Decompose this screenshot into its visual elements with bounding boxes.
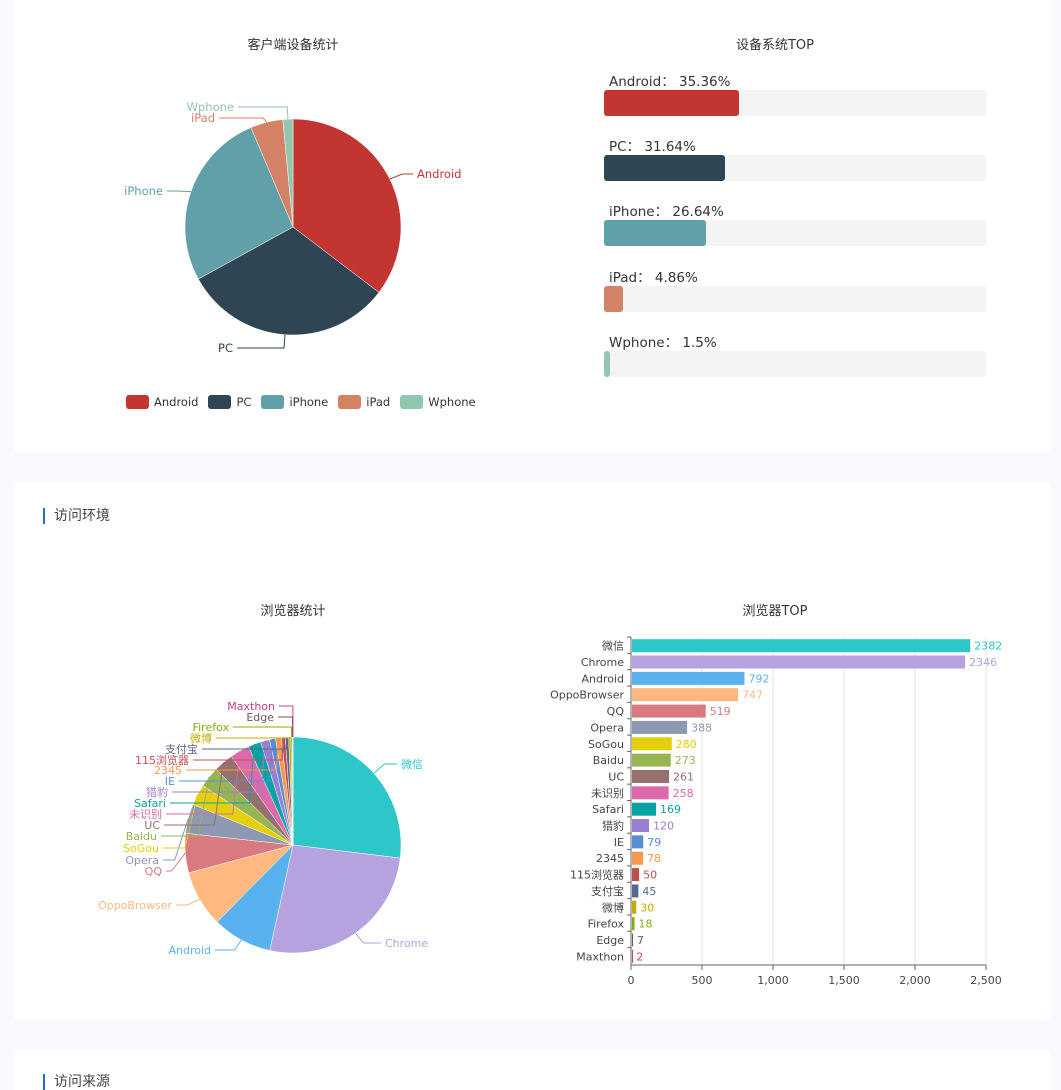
bar-chrome[interactable] — [632, 656, 965, 669]
y-category-label: 支付宝 — [591, 884, 624, 898]
progress-fill — [604, 155, 725, 181]
legend-label: Android — [154, 395, 198, 409]
bar-value-label: 280 — [676, 738, 697, 751]
bar-baidu[interactable] — [632, 754, 671, 767]
progress-track — [604, 286, 986, 312]
legend-item-ipad[interactable]: iPad — [338, 395, 390, 409]
bar-firefox[interactable] — [632, 917, 635, 930]
bar-115-[interactable] — [632, 868, 639, 881]
progress-track — [604, 351, 986, 377]
y-category-label: SoGou — [588, 738, 624, 751]
bar-android[interactable] — [632, 672, 744, 685]
y-category-label: Opera — [590, 721, 624, 734]
bar--[interactable] — [632, 901, 636, 914]
progress-fill — [604, 286, 623, 312]
legend-label: Wphone — [428, 395, 475, 409]
bar-value-label: 50 — [643, 869, 657, 882]
bar--[interactable] — [632, 819, 649, 832]
bar-value-label: 169 — [660, 803, 681, 816]
y-category-label: 未识别 — [591, 787, 624, 800]
y-category-label: Maxthon — [576, 950, 624, 963]
bar-value-label: 388 — [691, 721, 712, 734]
x-tick-label: 2,000 — [899, 974, 931, 987]
y-category-label: Android — [581, 672, 624, 685]
legend-label: iPhone — [289, 395, 328, 409]
bar-edge[interactable] — [632, 933, 633, 946]
top-item-label: iPhone： 26.64% — [609, 200, 724, 220]
bar-value-label: 792 — [748, 672, 769, 685]
bar-uc[interactable] — [632, 770, 669, 783]
bar--[interactable] — [632, 884, 638, 897]
legend-swatch — [338, 395, 361, 409]
y-category-label: QQ — [607, 705, 625, 718]
legend-label: iPad — [366, 395, 390, 409]
legend-swatch — [126, 395, 149, 409]
bar-qq[interactable] — [632, 705, 706, 718]
bar-value-label: 747 — [742, 689, 763, 702]
bar-value-label: 519 — [710, 705, 731, 718]
x-tick-label: 1,000 — [757, 974, 789, 987]
x-tick-label: 2,500 — [970, 974, 1002, 987]
legend-label: PC — [236, 395, 251, 409]
bar-value-label: 2 — [636, 950, 643, 963]
progress-track — [604, 155, 986, 181]
bar-safari[interactable] — [632, 803, 656, 816]
legend-swatch — [400, 395, 423, 409]
progress-track — [604, 220, 986, 246]
x-tick-label: 1,500 — [828, 974, 860, 987]
bar-value-label: 273 — [675, 754, 696, 767]
bar-oppobrowser[interactable] — [632, 688, 738, 701]
progress-track — [604, 90, 986, 116]
y-category-label: OppoBrowser — [550, 689, 624, 702]
legend-item-iphone[interactable]: iPhone — [261, 395, 328, 409]
bar-opera[interactable] — [632, 721, 687, 734]
bar--[interactable] — [632, 639, 970, 652]
top-item-label: iPad： 4.86% — [609, 266, 698, 286]
y-category-label: 2345 — [596, 852, 624, 865]
y-category-label: Baidu — [593, 754, 624, 767]
legend-item-android[interactable]: Android — [126, 395, 198, 409]
y-category-label: 猎豹 — [602, 819, 624, 833]
y-category-label: 微信 — [602, 639, 624, 653]
top-item-label: Wphone： 1.5% — [609, 331, 717, 351]
top-item-label: PC： 31.64% — [609, 135, 696, 155]
legend-swatch — [261, 395, 284, 409]
y-category-label: Edge — [596, 934, 624, 947]
bar-ie[interactable] — [632, 835, 643, 848]
progress-fill — [604, 90, 739, 116]
y-category-label: 115浏览器 — [570, 868, 624, 882]
bar-sogou[interactable] — [632, 737, 672, 750]
bar-value-label: 2382 — [974, 640, 1002, 653]
y-category-label: Safari — [592, 803, 624, 816]
bar-value-label: 79 — [647, 836, 661, 849]
bar-value-label: 261 — [673, 770, 694, 783]
y-category-label: Chrome — [581, 656, 624, 669]
progress-fill — [604, 351, 610, 377]
bar-value-label: 258 — [673, 787, 694, 800]
y-category-label: 微博 — [602, 900, 624, 914]
bar-2345[interactable] — [632, 852, 643, 865]
bar-value-label: 7 — [637, 934, 644, 947]
x-tick-label: 500 — [692, 974, 713, 987]
device-pie-legend: Android PC iPhone iPad Wphone — [126, 395, 476, 409]
bar-value-label: 18 — [639, 918, 653, 931]
bar-value-label: 45 — [642, 885, 656, 898]
bar-value-label: 2346 — [969, 656, 997, 669]
bar-maxthon[interactable] — [632, 950, 633, 963]
y-category-label: UC — [608, 770, 624, 783]
bar-value-label: 120 — [653, 820, 674, 833]
legend-item-wphone[interactable]: Wphone — [400, 395, 475, 409]
bar--[interactable] — [632, 786, 669, 799]
bar-value-label: 30 — [640, 901, 654, 914]
x-tick-label: 0 — [628, 974, 635, 987]
legend-item-pc[interactable]: PC — [208, 395, 251, 409]
progress-fill — [604, 220, 706, 246]
y-category-label: Firefox — [588, 918, 625, 931]
y-category-label: IE — [614, 836, 624, 849]
bar-value-label: 78 — [647, 852, 661, 865]
legend-swatch — [208, 395, 231, 409]
top-item-label: Android： 35.36% — [609, 70, 730, 90]
